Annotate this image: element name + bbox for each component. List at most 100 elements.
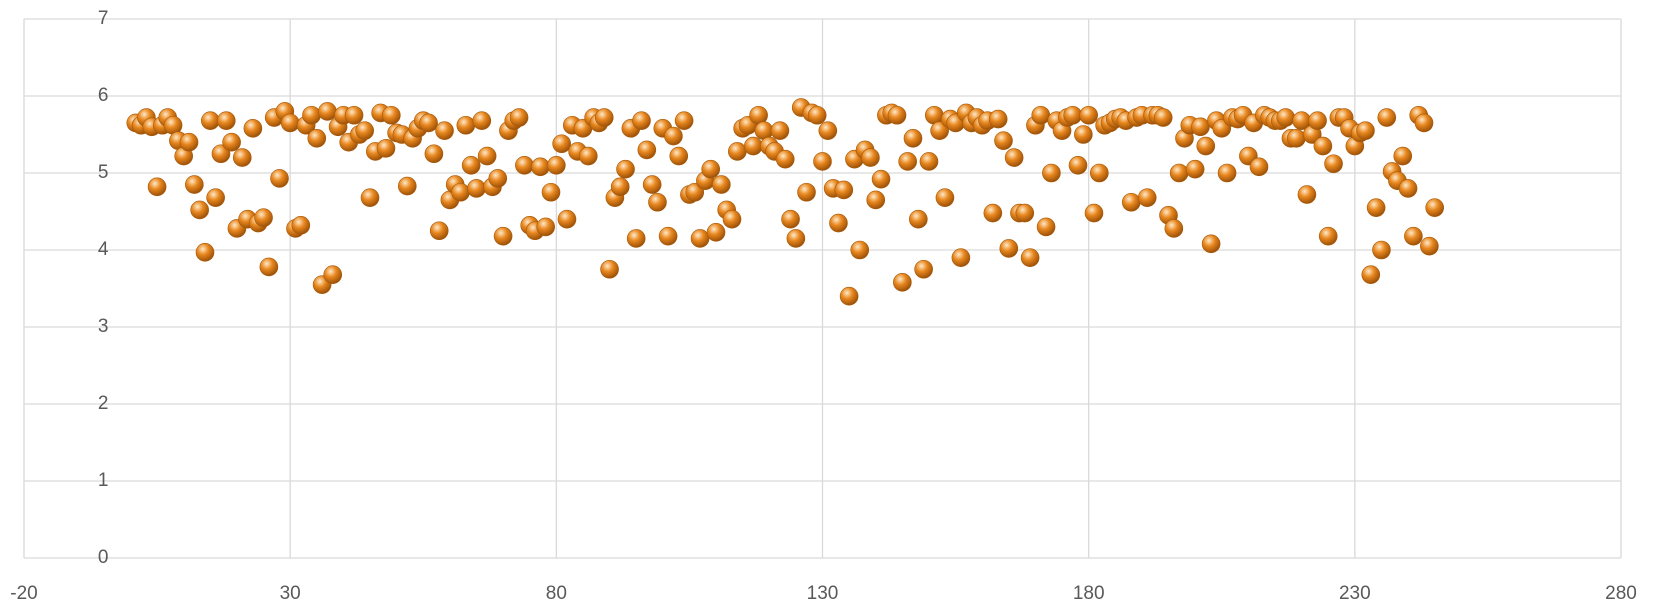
point <box>1297 185 1317 204</box>
point <box>951 248 971 268</box>
point <box>1414 113 1434 133</box>
point <box>211 144 231 164</box>
point <box>243 119 263 138</box>
point <box>1121 192 1141 212</box>
point <box>472 111 492 130</box>
point <box>664 126 683 146</box>
point <box>594 108 614 127</box>
point <box>456 115 476 135</box>
point <box>1425 198 1444 217</box>
point <box>536 217 555 237</box>
point <box>541 182 561 202</box>
point <box>1074 125 1093 144</box>
point <box>786 229 806 248</box>
point <box>355 121 374 140</box>
point <box>1398 179 1418 198</box>
point <box>1276 108 1295 127</box>
point <box>1201 234 1221 254</box>
point <box>216 111 236 130</box>
point <box>781 209 800 229</box>
point <box>1372 240 1391 260</box>
point <box>254 208 273 227</box>
point <box>1153 108 1173 127</box>
point <box>435 121 454 140</box>
point <box>850 240 870 260</box>
x-tick-label: 280 <box>1605 583 1637 604</box>
point <box>1308 111 1327 130</box>
point <box>1020 248 1040 268</box>
point <box>397 176 417 196</box>
point <box>190 200 209 220</box>
point <box>195 243 215 262</box>
point <box>669 146 689 166</box>
point <box>1004 148 1024 167</box>
point <box>994 131 1013 150</box>
point <box>1090 163 1109 183</box>
point <box>201 111 220 130</box>
point <box>419 113 438 133</box>
point <box>893 273 912 292</box>
point <box>797 182 816 202</box>
point <box>722 209 742 229</box>
point <box>626 229 646 248</box>
point <box>185 175 204 194</box>
point <box>818 121 838 140</box>
point <box>344 105 364 125</box>
point <box>429 221 449 241</box>
point <box>302 105 321 125</box>
point <box>674 111 694 130</box>
point <box>1356 121 1375 140</box>
y-tick-label: 1 <box>98 470 109 491</box>
point <box>1366 198 1386 217</box>
point <box>461 156 481 175</box>
point <box>451 182 470 202</box>
point <box>999 239 1019 258</box>
point <box>898 152 917 171</box>
point <box>1361 265 1381 284</box>
point <box>147 177 167 197</box>
point <box>642 175 662 194</box>
point <box>1063 105 1082 125</box>
point <box>280 113 300 133</box>
point <box>1318 226 1338 246</box>
point <box>871 169 891 189</box>
point <box>712 175 731 194</box>
point <box>887 105 907 125</box>
x-tick-label: 180 <box>1073 583 1105 604</box>
x-tick-label: 30 <box>280 583 301 604</box>
x-tick-label: 230 <box>1339 583 1371 604</box>
point <box>1420 236 1439 256</box>
point <box>632 111 651 130</box>
point <box>578 146 598 166</box>
point <box>861 148 880 167</box>
point <box>1015 203 1035 223</box>
point <box>648 192 667 212</box>
y-tick-label: 0 <box>98 547 109 568</box>
point <box>813 152 832 171</box>
y-tick-label: 4 <box>98 239 109 260</box>
point <box>1377 108 1397 127</box>
point <box>616 159 635 179</box>
y-tick-label: 5 <box>98 162 109 183</box>
point <box>834 180 854 200</box>
point <box>206 188 225 207</box>
point <box>488 169 508 188</box>
point <box>829 213 848 233</box>
x-tick-label: 80 <box>546 583 567 604</box>
point <box>547 156 566 175</box>
point <box>477 146 497 166</box>
point <box>509 108 529 127</box>
point <box>988 109 1008 129</box>
y-tick-label: 3 <box>98 316 109 337</box>
point <box>903 129 923 148</box>
point <box>1185 159 1205 179</box>
point <box>307 129 327 148</box>
point <box>600 259 619 279</box>
point <box>770 121 790 140</box>
point <box>424 144 444 164</box>
point <box>743 136 763 156</box>
point <box>179 132 199 152</box>
point <box>1404 226 1423 246</box>
point <box>775 149 795 169</box>
